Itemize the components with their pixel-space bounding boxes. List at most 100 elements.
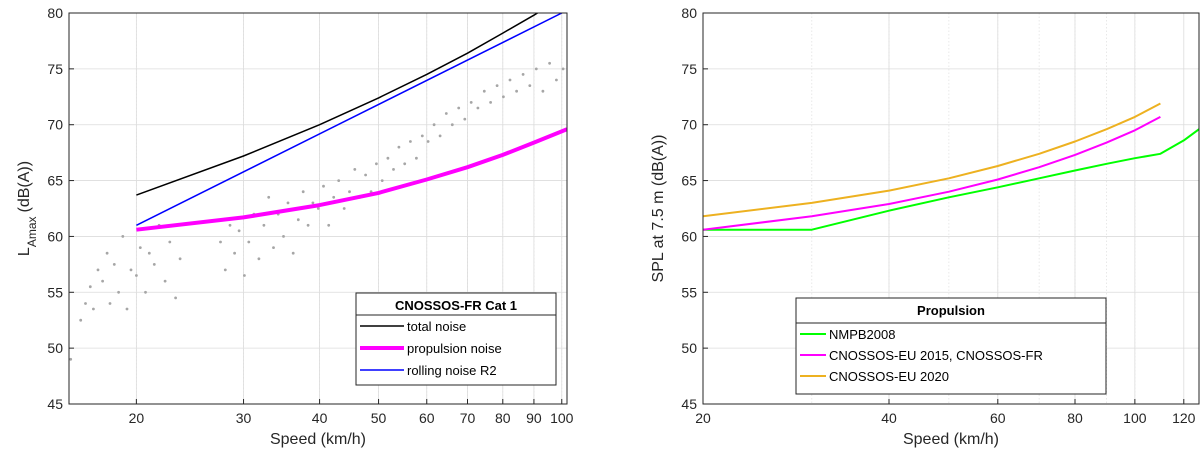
x-tick-label: 20 bbox=[695, 410, 711, 426]
legend-entry: CNOSSOS-EU 2015, CNOSSOS-FR bbox=[829, 348, 1043, 363]
x-tick-label: 30 bbox=[236, 410, 252, 426]
scatter-point bbox=[96, 268, 100, 272]
scatter-point bbox=[79, 318, 83, 322]
scatter-point bbox=[432, 123, 436, 127]
scatter-point bbox=[375, 162, 378, 166]
scatter-point bbox=[392, 168, 395, 171]
scatter-point bbox=[178, 257, 182, 261]
x-tick-label: 60 bbox=[419, 410, 435, 426]
x-tick-label: 60 bbox=[990, 410, 1006, 426]
y-tick-label: 50 bbox=[681, 340, 697, 356]
scatter-point bbox=[444, 112, 448, 115]
y-tick-label: 80 bbox=[681, 5, 697, 21]
scatter-point bbox=[450, 123, 454, 127]
y-axis-label-subscript: Amax bbox=[25, 216, 39, 247]
scatter-point bbox=[286, 201, 290, 205]
scatter-point bbox=[247, 240, 251, 244]
y-tick-label: 55 bbox=[681, 284, 697, 300]
x-tick-label: 40 bbox=[312, 410, 328, 426]
scatter-point bbox=[561, 67, 565, 71]
x-tick-label: 100 bbox=[550, 410, 574, 426]
scatter-point bbox=[353, 168, 357, 171]
scatter-point bbox=[152, 263, 156, 266]
scatter-point bbox=[112, 263, 116, 266]
plot-area bbox=[69, 13, 567, 361]
scatter-point bbox=[463, 117, 467, 121]
scatter-point bbox=[92, 307, 95, 311]
x-axis-label: Speed (km/h) bbox=[270, 431, 366, 448]
scatter-point bbox=[135, 274, 138, 277]
scatter-point bbox=[228, 223, 232, 227]
series-line bbox=[136, 127, 567, 232]
y-tick-label: 50 bbox=[47, 340, 63, 356]
scatter-point bbox=[489, 101, 492, 104]
series-line bbox=[136, 13, 563, 226]
y-axis-label: SPL at 7.5 m (dB(A)) bbox=[650, 135, 667, 283]
scatter-point bbox=[415, 156, 418, 160]
x-tick-label: 80 bbox=[495, 410, 511, 426]
y-axis-label-main: L bbox=[16, 247, 33, 256]
y-axis-label-unit: (dB(A)) bbox=[16, 161, 33, 213]
series-line bbox=[136, 13, 539, 196]
scatter-point bbox=[426, 140, 430, 143]
scatter-point bbox=[84, 302, 87, 305]
axes-box bbox=[68, 12, 568, 405]
scatter-point bbox=[233, 251, 237, 255]
plot-area bbox=[703, 102, 1199, 231]
scatter-point bbox=[69, 357, 73, 361]
scatter-point bbox=[108, 302, 112, 305]
scatter-point bbox=[117, 290, 120, 294]
scatter-point bbox=[495, 84, 499, 87]
scatter-point bbox=[521, 73, 525, 76]
scatter-point bbox=[548, 61, 551, 65]
scatter-point bbox=[476, 106, 480, 110]
scatter-point bbox=[311, 201, 315, 205]
y-tick-label: 45 bbox=[47, 396, 63, 412]
scatter-point bbox=[322, 184, 325, 188]
scatter-point bbox=[528, 84, 532, 87]
scatter-point bbox=[174, 296, 178, 300]
scatter-point bbox=[403, 162, 407, 166]
scatter-point bbox=[163, 279, 167, 283]
scatter-point bbox=[262, 223, 266, 227]
x-tick-label: 90 bbox=[526, 410, 542, 426]
scatter-point bbox=[420, 134, 424, 138]
y-tick-label: 70 bbox=[47, 117, 63, 133]
scatter-point bbox=[125, 307, 129, 311]
scatter-point bbox=[121, 235, 125, 238]
scatter-point bbox=[129, 268, 133, 272]
y-tick-label: 45 bbox=[681, 396, 697, 412]
scatter-point bbox=[306, 223, 310, 227]
legend-title: Propulsion bbox=[917, 303, 985, 318]
y-tick-label: 70 bbox=[681, 117, 697, 133]
x-tick-label: 100 bbox=[1123, 410, 1147, 426]
legend-entry: propulsion noise bbox=[407, 341, 502, 356]
x-axis-label: Speed (km/h) bbox=[903, 431, 999, 448]
y-tick-label: 80 bbox=[47, 5, 63, 21]
scatter-point bbox=[386, 156, 390, 160]
scatter-point bbox=[327, 223, 331, 227]
y-tick-label: 65 bbox=[47, 173, 63, 189]
scatter-point bbox=[272, 246, 275, 250]
legend: CNOSSOS-FR Cat 1 total noise propulsion no… bbox=[355, 292, 557, 386]
scatter-point bbox=[267, 195, 271, 199]
scatter-point bbox=[409, 140, 412, 143]
scatter-point bbox=[380, 179, 384, 183]
scatter-point bbox=[296, 218, 300, 222]
scatter-point bbox=[138, 246, 142, 250]
y-axis-label: LAmax (dB(A)) bbox=[16, 161, 39, 256]
scatter-point bbox=[257, 257, 261, 261]
series-line bbox=[703, 116, 1161, 231]
legend-box bbox=[795, 297, 1107, 395]
y-tick-label: 60 bbox=[681, 228, 697, 244]
scatter-point bbox=[219, 240, 222, 244]
scatter-point bbox=[438, 134, 442, 138]
scatter-point bbox=[243, 274, 246, 277]
right-chart-panel: 20 40 60 80 100 120 45 50 55 60 65 70 75 80 Speed (km/… bbox=[650, 5, 1200, 448]
y-tick-label: 60 bbox=[47, 228, 63, 244]
scatter-point bbox=[301, 190, 305, 194]
x-tick-label: 120 bbox=[1172, 410, 1196, 426]
scatter-point bbox=[469, 101, 473, 104]
x-tick-label: 40 bbox=[881, 410, 897, 426]
